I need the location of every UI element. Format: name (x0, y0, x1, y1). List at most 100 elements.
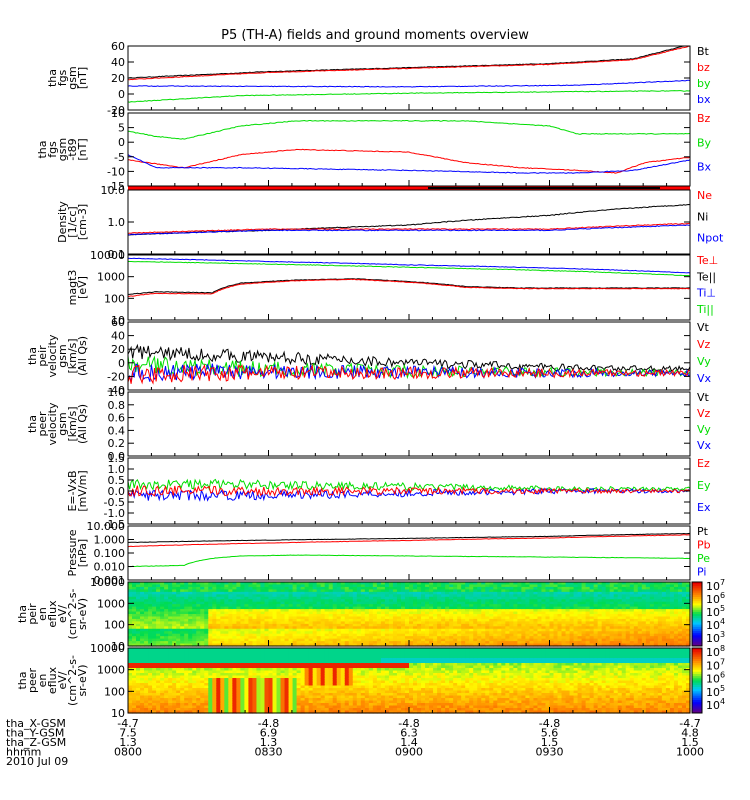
spectrogram-cell (593, 582, 599, 586)
series-line-Pt (128, 532, 691, 544)
spectrogram-cell (352, 609, 358, 613)
spectrogram-cell (453, 641, 458, 645)
spectrogram-cell (517, 599, 522, 603)
spectrogram-cell (148, 589, 153, 593)
spectrogram-cell (160, 680, 165, 684)
spectrogram-cell (192, 650, 197, 654)
spectrogram-cell (613, 623, 619, 627)
y-tick-label: 10 (111, 314, 125, 327)
spectrogram-cell (188, 653, 193, 657)
spectrogram-cell (597, 584, 603, 588)
spectrogram-cell (136, 586, 141, 590)
spectrogram-cell (292, 611, 298, 615)
spectrogram-cell (473, 611, 478, 615)
spectrogram-cell (617, 606, 623, 610)
spectrogram-cell (144, 594, 149, 598)
spectrogram-cell (485, 611, 490, 615)
spectrogram-cell (160, 688, 165, 692)
spectrogram-cell (549, 638, 555, 642)
spectrogram-cell (380, 618, 386, 622)
spectrogram-cell (356, 596, 362, 600)
spectrogram-cell (128, 685, 133, 689)
spectrogram-cell (433, 621, 438, 625)
spectrogram-cell (637, 599, 643, 603)
y-tick-label: -1.0 (104, 507, 125, 520)
spectrogram-cell (236, 670, 241, 674)
y-tick-label: 60 (111, 40, 125, 53)
spectrogram-cell (220, 631, 225, 635)
spectrogram-cell (204, 698, 209, 702)
spectrogram-cell (336, 628, 342, 632)
spectrogram-cell (300, 586, 306, 590)
spectrogram-cell (481, 643, 486, 647)
spectrogram-cell (641, 609, 647, 613)
spectrogram-cell (164, 680, 169, 684)
spectrogram-cell (156, 621, 161, 625)
spectrogram-cell (657, 628, 663, 632)
spectrogram-cell (164, 633, 169, 637)
spectrogram-cell (136, 633, 141, 637)
spectrogram-cell (268, 609, 274, 613)
spectrogram-cell (589, 609, 595, 613)
spectrogram-cell (421, 589, 426, 593)
spectrogram-cell (284, 594, 290, 598)
spectrogram-cell (409, 633, 414, 637)
spectrogram-cell (192, 675, 197, 679)
spectrogram-cell (625, 616, 631, 620)
spectrogram-cell (605, 584, 611, 588)
y-tick-label: 0.0 (108, 485, 126, 498)
spectrogram-cell (581, 631, 587, 635)
spectrogram-cell (272, 641, 278, 645)
spectrogram-cell (324, 601, 330, 605)
spectrogram-cell (148, 633, 153, 637)
spectrogram-cell (533, 628, 539, 632)
spectrogram-cell (525, 631, 531, 635)
spectrogram-cell (276, 641, 282, 645)
spectrogram-cell (577, 586, 583, 590)
spectrogram-cell (517, 616, 522, 620)
spectrogram-cell (152, 655, 157, 659)
spectrogram-cell (228, 611, 233, 615)
spectrogram-cell (316, 582, 322, 586)
spectrogram-cell (256, 589, 262, 593)
spectrogram-cell (404, 586, 410, 590)
spectrogram-cell (641, 611, 647, 615)
spectrogram-cell (461, 636, 466, 640)
spectrogram-cell (148, 594, 153, 598)
spectrogram-cell (212, 606, 217, 610)
spectrogram-cell (617, 621, 623, 625)
spectrogram-cell (657, 636, 663, 640)
spectrogram-cell (417, 633, 422, 637)
spectrogram-cell (585, 638, 591, 642)
spectrogram-cell (441, 599, 446, 603)
spectrogram-cell (637, 601, 643, 605)
spectrogram-cell (196, 648, 201, 652)
spectrogram-cell (180, 626, 185, 630)
spectrogram-cell (501, 618, 506, 622)
spectrogram-cell (457, 589, 462, 593)
spectrogram-cell (509, 604, 514, 608)
spectrogram-cell (521, 638, 527, 642)
y-tick-label: 0.5 (108, 474, 126, 487)
spectrogram-cell (148, 621, 153, 625)
spectrogram-cell (505, 621, 510, 625)
spectrogram-cell (388, 628, 394, 632)
spectrogram-cell (284, 596, 290, 600)
spectrogram-cell (497, 631, 502, 635)
spectrogram-cell (396, 621, 402, 625)
spectrogram-cell (445, 584, 450, 588)
spectrogram-cell (637, 589, 643, 593)
spectrogram-cell (348, 628, 354, 632)
spectrogram-cell (200, 710, 205, 714)
spectrogram-cell (537, 616, 543, 620)
spectrogram-cell (128, 596, 133, 600)
spectrogram-cell (384, 616, 390, 620)
spectrogram-cell (336, 582, 342, 586)
spectrogram-cell (236, 623, 241, 627)
spectrogram-cell (260, 609, 266, 613)
spectrogram-cell (196, 683, 201, 687)
spectrogram-cell (605, 618, 611, 622)
spectrogram-cell (553, 621, 559, 625)
spectrogram-cell (244, 626, 250, 630)
spectrogram-cell (144, 626, 149, 630)
